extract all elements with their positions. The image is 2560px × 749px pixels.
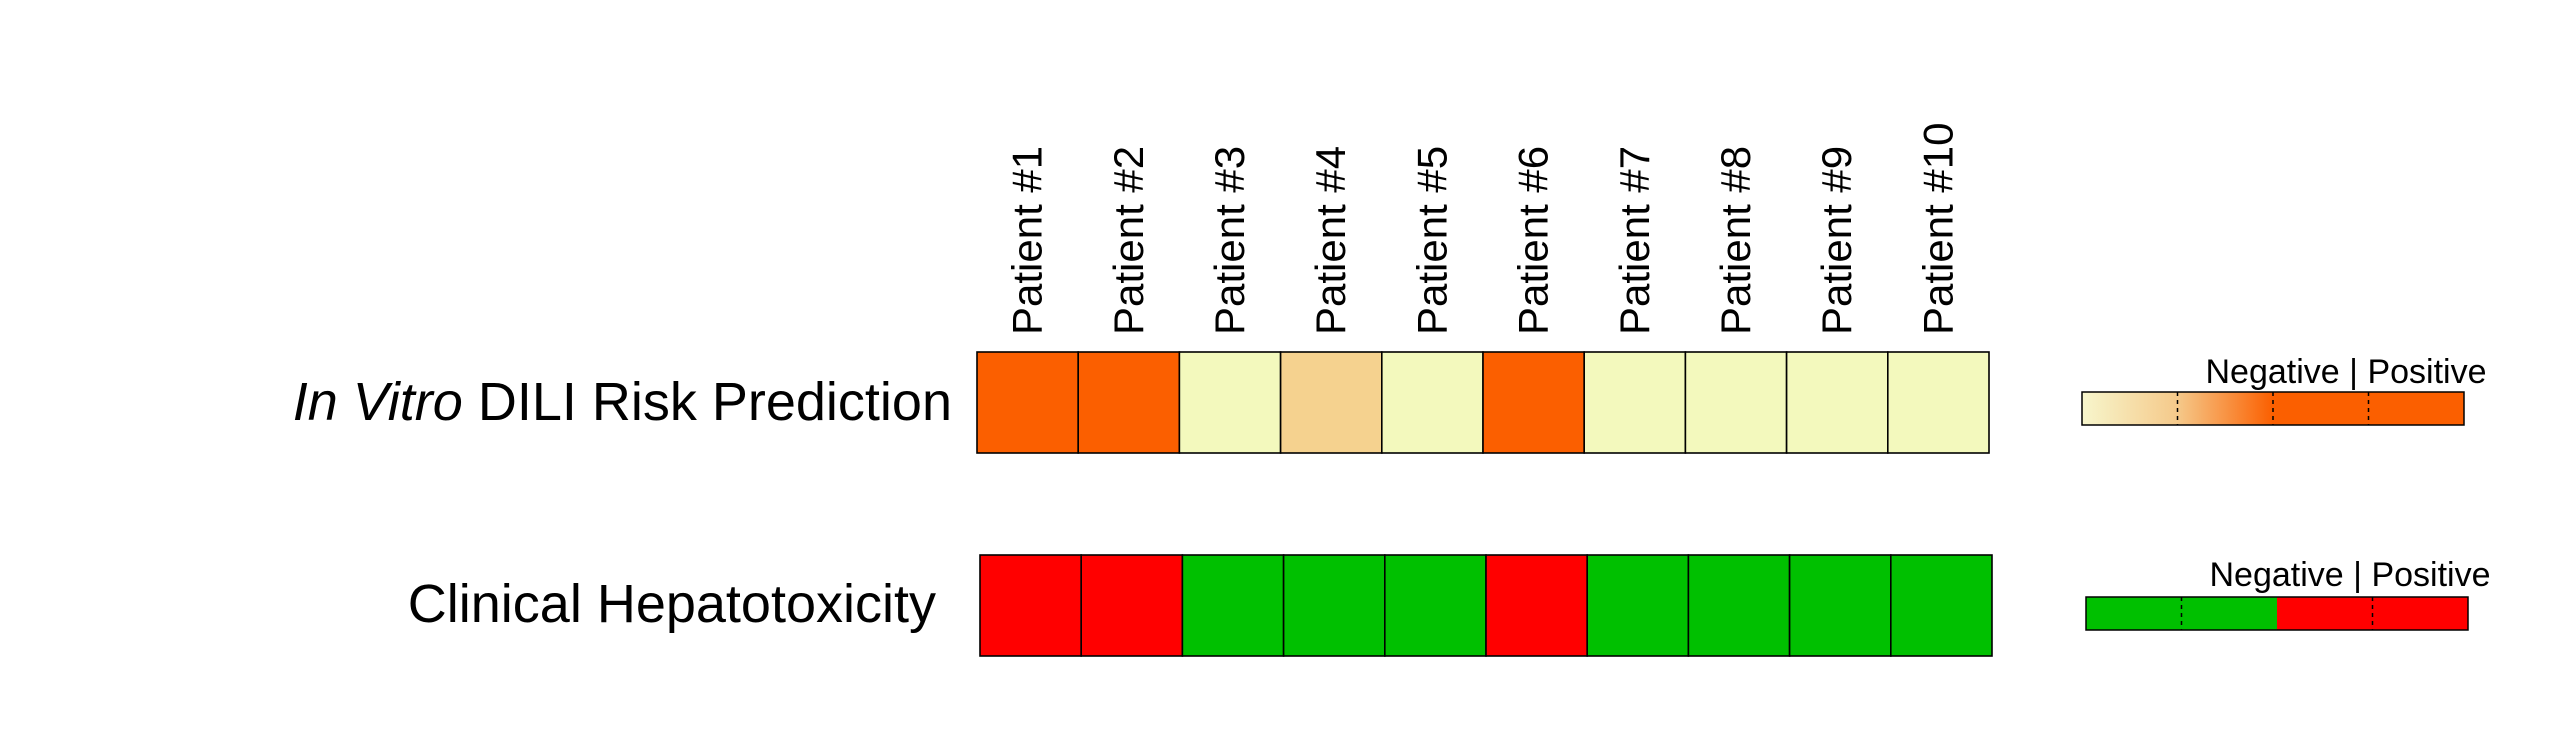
clinical-cell [1586,554,1690,657]
column-label: Patient #7 [1611,146,1658,335]
legend-clinical: Negative | Positive [2085,556,2491,631]
clinical-cell [1181,554,1285,657]
legend-clinical-caption: Negative | Positive [2209,556,2490,594]
prediction-cell [1077,351,1181,454]
clinical-cell [1788,554,1892,657]
prediction-cell [1279,351,1383,454]
row-label-clinical: Clinical Hepatotoxicity [408,574,936,634]
column-label: Patient #1 [1004,146,1051,335]
clinical-cell [1080,554,1184,657]
clinical-cell [979,554,1082,657]
prediction-cell [1482,351,1585,454]
legend-prediction-caption: Negative | Positive [2205,353,2486,391]
column-label: Patient #8 [1712,146,1759,335]
clinical-cell [1282,554,1386,657]
clinical-cell [1687,554,1791,657]
prediction-cell [1785,351,1889,454]
prediction-cell [1684,351,1788,454]
row-label-prediction: In Vitro DILI Risk Prediction [293,372,952,432]
prediction-cell [1178,351,1282,454]
column-label: Patient #9 [1813,146,1860,335]
column-label: Patient #4 [1307,146,1354,335]
prediction-row-cells [976,351,1990,454]
clinical-cell [1890,554,1993,657]
prediction-cell [1583,351,1687,454]
column-label: Patient #5 [1408,146,1455,335]
prediction-cell [1887,351,1990,454]
clinical-cell [1384,554,1487,657]
column-label: Patient #2 [1105,146,1152,335]
column-label: Patient #6 [1510,146,1557,335]
clinical-row-cells [979,554,1993,657]
column-label: Patient #10 [1914,122,1961,335]
prediction-cell [1381,351,1484,454]
prediction-cell [976,351,1079,454]
column-labels: Patient #1 Patient #2 Patient #3 Patient #4… [1004,122,1962,335]
legend-prediction: Negative | Positive [2081,353,2487,426]
column-label: Patient #3 [1206,146,1253,335]
clinical-cell [1485,554,1588,657]
legend-clinical-frame [2085,596,2469,631]
